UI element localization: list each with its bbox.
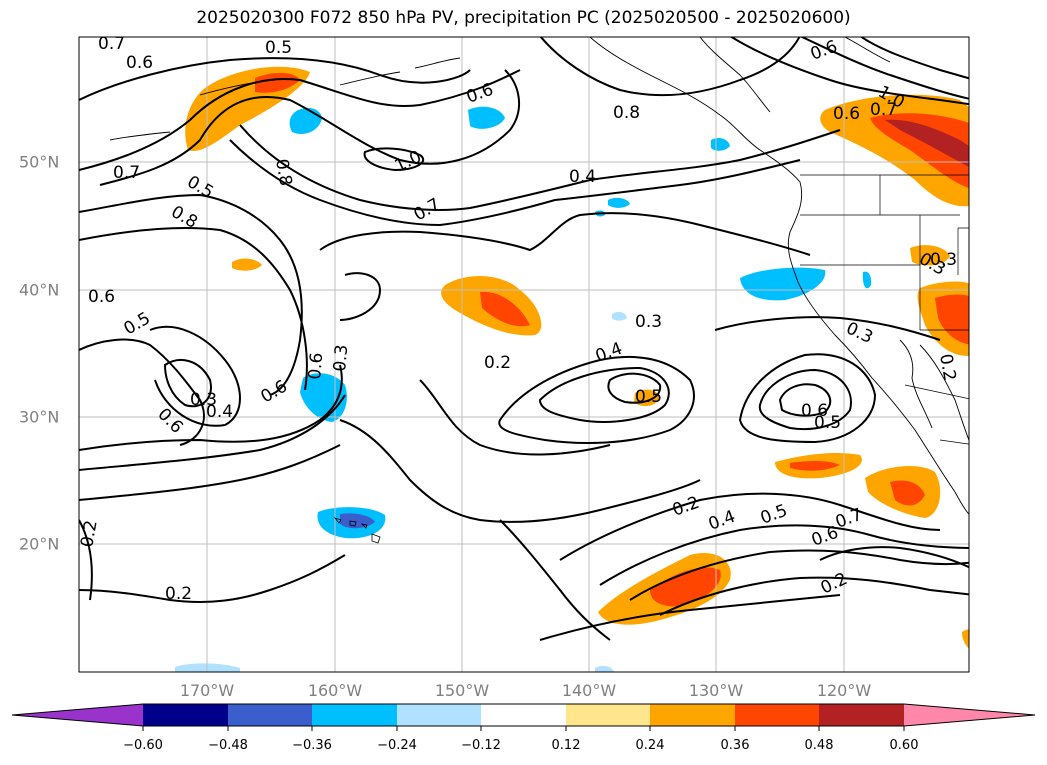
graticule [79, 37, 969, 672]
contour-label: 0.2 [484, 353, 511, 373]
contour-label: 0.6 [88, 287, 115, 307]
contour-label: 0.7 [870, 100, 897, 120]
contour-label: 0.2 [77, 519, 101, 549]
contour-label: 0.6 [801, 401, 828, 421]
colorbar-tick-label: 0.60 [889, 738, 919, 753]
contour-label: 0.2 [935, 352, 959, 382]
colorbar-bin [735, 704, 819, 726]
contour-label: 0.6 [126, 53, 153, 73]
contour-label: 0.7 [113, 163, 140, 183]
contour-label: 0.5 [121, 308, 154, 339]
colorbar-bin [481, 704, 566, 726]
colorbar-max-extend [904, 704, 1035, 726]
colorbar-bin [397, 704, 481, 726]
lon-label: 130°W [688, 681, 744, 700]
colorbar-bin [228, 704, 312, 726]
lat-label: 40°N [19, 280, 60, 300]
plot-frame [78, 36, 970, 673]
colorbar-tick-label: −0.60 [123, 738, 163, 753]
colorbar [11, 703, 1036, 731]
lon-label: 150°W [434, 681, 490, 700]
contour-label: 0.6 [833, 104, 860, 124]
lon-label: 140°W [561, 681, 617, 700]
lat-label: 20°N [19, 534, 60, 554]
contour-label: 0.8 [271, 157, 295, 187]
contour-label: 1.0 [392, 147, 425, 177]
colorbar-tick-label: −0.12 [461, 738, 501, 753]
colorbar-tick-label: 0.36 [720, 738, 750, 753]
hawaii-islands [333, 517, 381, 544]
contour-label: 0.6 [808, 37, 840, 65]
lat-label: 30°N [19, 407, 60, 427]
contour-label: 0.7 [411, 194, 444, 225]
contour-label: 0.6 [809, 523, 841, 551]
colorbar-tick-label: −0.24 [377, 738, 417, 753]
colorbar-min-extend [12, 704, 143, 726]
contour-label: 0.3 [635, 312, 662, 332]
lat-label: 50°N [19, 152, 60, 172]
contour-label: 0.4 [569, 167, 596, 187]
colorbar-bin [143, 704, 228, 726]
colorbar-tick-label: −0.36 [292, 738, 332, 753]
colorbar-tick-label: 0.24 [635, 738, 665, 753]
colorbar-tick-label: 0.48 [804, 738, 834, 753]
contour-label: 0.4 [206, 402, 233, 422]
colorbar-tick-label: −0.48 [208, 738, 248, 753]
lon-label: 170°W [179, 681, 235, 700]
contour-label: 0.7 [98, 34, 125, 54]
colorbar-bin [566, 704, 650, 726]
colorbar-bin [650, 704, 735, 726]
contour-label: 0.2 [818, 569, 851, 599]
contour-label: 0.3 [330, 344, 352, 373]
colorbar-bin [312, 704, 397, 726]
contour-label: 0.7 [833, 505, 865, 533]
lon-label: 120°W [816, 681, 872, 700]
precip-positive-shading [185, 66, 969, 649]
map-title: 2025020300 F072 850 hPa PV, precipitatio… [196, 8, 851, 28]
colorbar-bin [819, 704, 904, 726]
contour-label: 0.6 [305, 352, 327, 381]
borders [800, 174, 969, 445]
contour-label: 0.5 [265, 38, 292, 58]
contour-label: 0.2 [165, 584, 192, 604]
contour-label: 0.4 [593, 339, 625, 367]
contour-label: 0.8 [613, 103, 640, 123]
contour-label: 0.5 [635, 387, 662, 407]
contour-label: 0.6 [153, 404, 186, 437]
contour-label: 0.3 [190, 390, 217, 410]
lon-label: 160°W [307, 681, 363, 700]
contour-label: 0.2 [670, 493, 702, 521]
contour-label: 0.5 [814, 413, 841, 433]
contour-label: 0.3 [930, 250, 957, 270]
pv-contours [79, 37, 969, 641]
colorbar-tick-label: 0.12 [551, 738, 581, 753]
